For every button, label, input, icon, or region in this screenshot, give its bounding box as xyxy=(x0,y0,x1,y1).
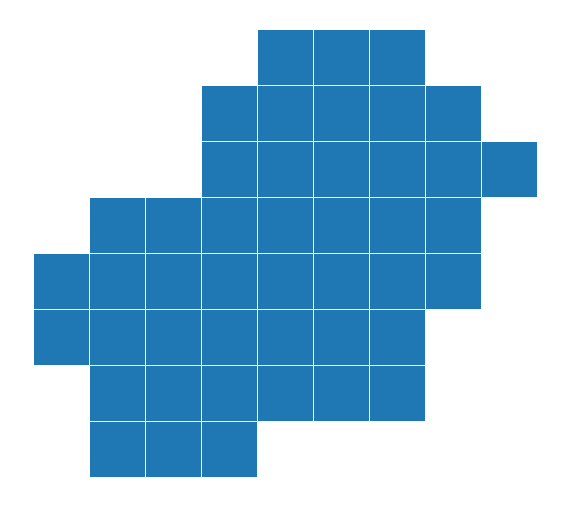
grid-cell-r6-c5 xyxy=(314,366,369,421)
grid-cell-r6-c4 xyxy=(258,366,313,421)
grid-cell-r1-c7 xyxy=(426,86,481,141)
grid-cell-r0-c6 xyxy=(370,30,425,85)
grid-cell-r6-c3 xyxy=(202,366,257,421)
grid-cell-r3-c7 xyxy=(426,198,481,253)
grid-cell-r5-c3 xyxy=(202,310,257,365)
grid-cell-r1-c3 xyxy=(202,86,257,141)
grid-cell-r2-c5 xyxy=(314,142,369,197)
grid-cell-r5-c5 xyxy=(314,310,369,365)
grid-cell-r7-c2 xyxy=(146,422,201,477)
grid-cell-r2-c8 xyxy=(482,142,537,197)
grid-cell-r5-c0 xyxy=(34,310,89,365)
grid-cell-r3-c1 xyxy=(90,198,145,253)
grid-cell-r6-c2 xyxy=(146,366,201,421)
grid-cell-r1-c4 xyxy=(258,86,313,141)
grid-cell-r5-c6 xyxy=(370,310,425,365)
grid-cell-r3-c2 xyxy=(146,198,201,253)
grid-cell-r3-c6 xyxy=(370,198,425,253)
grid-cell-r4-c3 xyxy=(202,254,257,309)
grid-cell-r3-c4 xyxy=(258,198,313,253)
grid-cell-r1-c5 xyxy=(314,86,369,141)
grid-cell-r4-c6 xyxy=(370,254,425,309)
grid-cell-r2-c4 xyxy=(258,142,313,197)
grid-cell-r3-c3 xyxy=(202,198,257,253)
grid-cell-r4-c1 xyxy=(90,254,145,309)
grid-cell-r0-c5 xyxy=(314,30,369,85)
grid-cell-r4-c0 xyxy=(34,254,89,309)
grid-cell-r2-c7 xyxy=(426,142,481,197)
grid-cell-r4-c7 xyxy=(426,254,481,309)
grid-cell-r5-c4 xyxy=(258,310,313,365)
grid-cell-r1-c6 xyxy=(370,86,425,141)
grid-cell-r7-c3 xyxy=(202,422,257,477)
grid-cell-r2-c3 xyxy=(202,142,257,197)
grid-cell-r4-c2 xyxy=(146,254,201,309)
grid-cell-r6-c1 xyxy=(90,366,145,421)
grid-cell-r5-c2 xyxy=(146,310,201,365)
grid-cell-r0-c4 xyxy=(258,30,313,85)
grid-cell-r2-c6 xyxy=(370,142,425,197)
grid-cell-r6-c6 xyxy=(370,366,425,421)
grid-cell-r7-c1 xyxy=(90,422,145,477)
grid-cell-r5-c1 xyxy=(90,310,145,365)
grid-cell-r3-c5 xyxy=(314,198,369,253)
grid-cell-r4-c5 xyxy=(314,254,369,309)
grid-cell-r4-c4 xyxy=(258,254,313,309)
